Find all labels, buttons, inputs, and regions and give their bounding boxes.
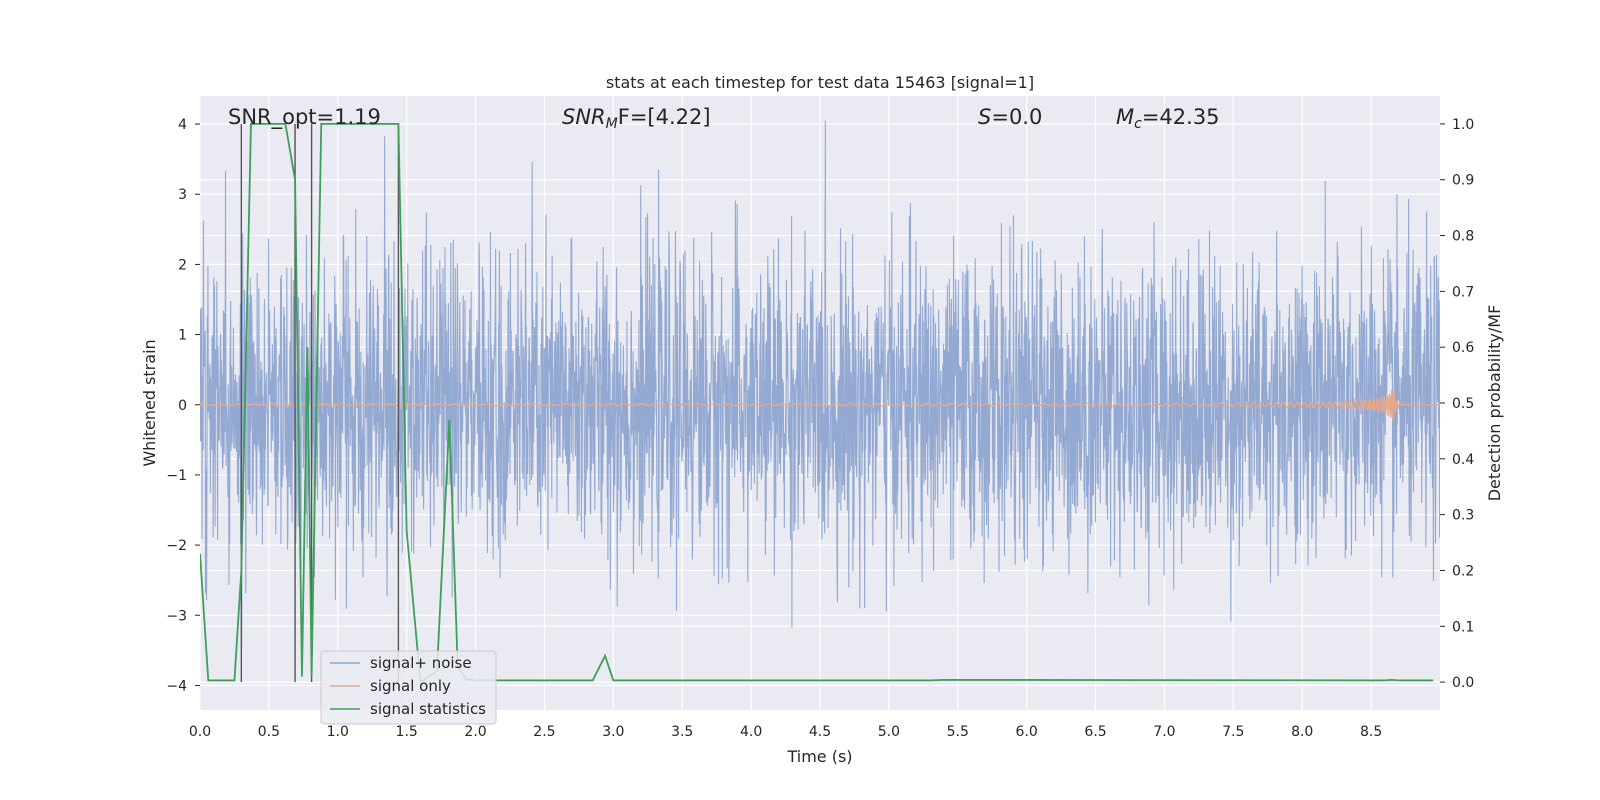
noise-line xyxy=(200,120,1440,646)
y-right-tick-label: 0.8 xyxy=(1452,229,1474,245)
legend-label-signal-statistics: signal statistics xyxy=(370,700,486,718)
x-tick-label: 8.0 xyxy=(1291,724,1313,740)
y-left-tick-label: 2 xyxy=(178,257,187,273)
y-left-tick-label: −3 xyxy=(166,608,187,624)
x-tick-label: 5.0 xyxy=(878,724,900,740)
annotation-s-var: S xyxy=(978,105,991,129)
y-left-tick-label: −2 xyxy=(166,538,187,554)
x-tick-label: 4.0 xyxy=(740,724,762,740)
annotation-mc-base: M xyxy=(1116,105,1134,129)
x-tick-label: 7.0 xyxy=(1153,724,1175,740)
annotation-mc-sub: c xyxy=(1134,116,1142,132)
annotation-snr-mf: SNRMF=[4.22] xyxy=(562,105,711,132)
annotation-snr-mf-base: SNR xyxy=(562,105,606,129)
annotation-mc: Mc=42.35 xyxy=(1116,105,1220,132)
y-right-tick-labels: 0.0 0.1 0.2 0.3 0.4 0.5 0.6 0.7 0.8 0.9 1.0 xyxy=(1440,117,1474,691)
x-tick-label: 7.5 xyxy=(1222,724,1244,740)
y-left-tick-labels: −4 −3 −2 −1 0 1 2 3 4 xyxy=(166,117,200,694)
annotation-snr-opt: SNR_opt=1.19 xyxy=(228,105,381,130)
y-right-axis-label: Detection probability/MF xyxy=(1485,305,1504,502)
x-tick-label: 8.5 xyxy=(1360,724,1382,740)
y-right-tick-label: 0.0 xyxy=(1452,675,1474,691)
x-tick-label: 3.5 xyxy=(671,724,693,740)
legend-label-signal-plus-noise: signal+ noise xyxy=(370,654,472,672)
x-tick-label: 4.5 xyxy=(809,724,831,740)
y-left-tick-label: −1 xyxy=(166,468,187,484)
x-tick-label: 0.5 xyxy=(258,724,280,740)
y-right-tick-label: 0.2 xyxy=(1452,563,1474,579)
x-tick-label: 1.0 xyxy=(327,724,349,740)
y-right-tick-label: 0.9 xyxy=(1452,173,1474,189)
annotation-snr-mf-sub: M xyxy=(606,116,618,132)
legend: signal+ noise signal only signal statist… xyxy=(320,650,497,725)
x-tick-label: 1.5 xyxy=(396,724,418,740)
annotation-snr-mf-rest: F=[4.22] xyxy=(618,105,711,129)
y-left-tick-label: −4 xyxy=(166,678,187,694)
legend-label-signal-only: signal only xyxy=(370,677,451,695)
y-right-tick-label: 0.3 xyxy=(1452,508,1474,524)
x-tick-label: 5.5 xyxy=(947,724,969,740)
x-tick-label: 0.0 xyxy=(189,724,211,740)
y-right-tick-label: 0.6 xyxy=(1452,340,1474,356)
annotation-s-rest: =0.0 xyxy=(991,105,1042,129)
y-left-tick-label: 0 xyxy=(178,398,187,414)
x-tick-label: 6.5 xyxy=(1084,724,1106,740)
series-signal-plus-noise xyxy=(200,120,1440,646)
x-tick-label: 2.5 xyxy=(533,724,555,740)
y-right-tick-label: 1.0 xyxy=(1452,117,1474,133)
chart-title: stats at each timestep for test data 154… xyxy=(606,73,1034,92)
y-right-tick-label: 0.4 xyxy=(1452,452,1474,468)
x-axis-label: Time (s) xyxy=(786,747,852,766)
legend-frame xyxy=(320,650,497,725)
y-left-axis-label: Whitened strain xyxy=(140,339,159,466)
x-tick-label: 2.0 xyxy=(464,724,486,740)
x-tick-label: 3.0 xyxy=(602,724,624,740)
y-left-tick-label: 1 xyxy=(178,328,187,344)
y-left-tick-label: 4 xyxy=(178,117,187,133)
annotation-s: S=0.0 xyxy=(978,105,1042,129)
y-right-tick-label: 0.5 xyxy=(1452,396,1474,412)
series-signal-only xyxy=(200,389,1440,421)
signal-line xyxy=(200,389,1440,421)
annotation-mc-rest: =42.35 xyxy=(1142,105,1220,129)
y-right-tick-label: 0.1 xyxy=(1452,619,1474,635)
y-right-tick-label: 0.7 xyxy=(1452,284,1474,300)
x-tick-label: 6.0 xyxy=(1016,724,1038,740)
y-left-tick-label: 3 xyxy=(178,187,187,203)
x-tick-labels: 0.0 0.5 1.0 1.5 2.0 2.5 3.0 3.5 4.0 4.5 5.0 5.5 6.0 6… xyxy=(189,724,1382,740)
